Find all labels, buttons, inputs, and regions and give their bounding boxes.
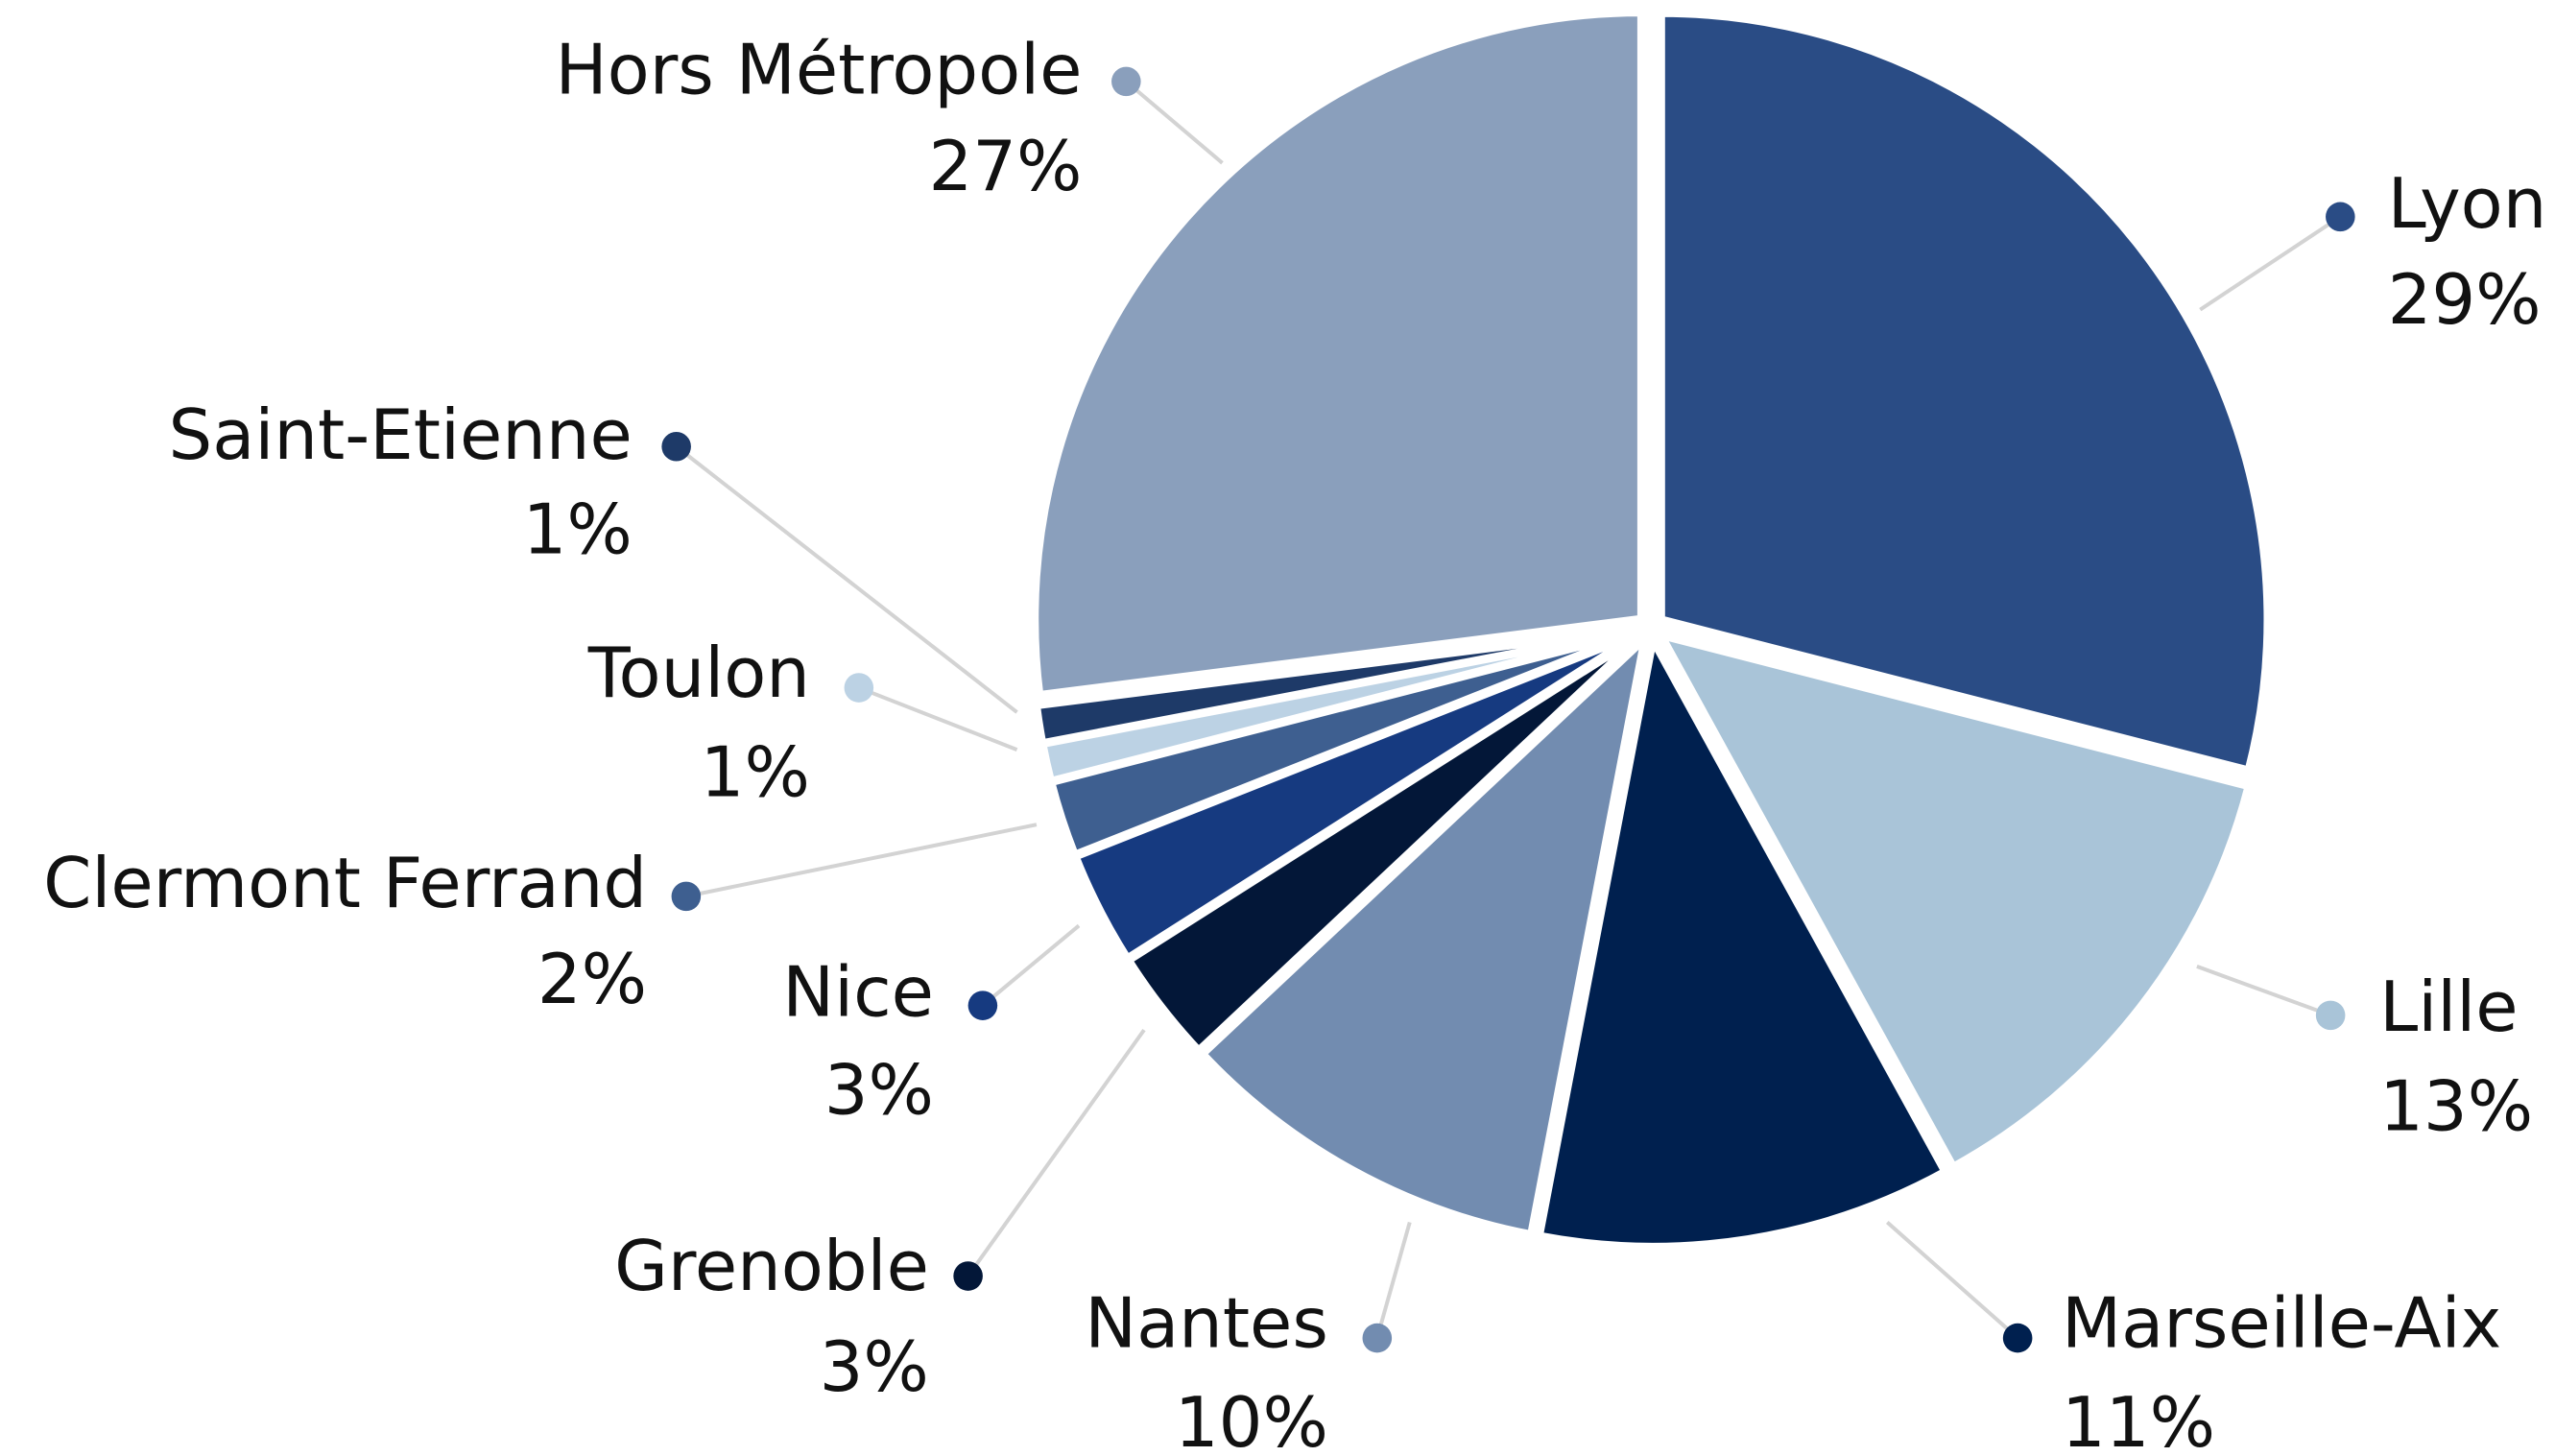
legend-dot [1362, 1323, 1393, 1353]
legend-dot [2002, 1323, 2033, 1353]
slice-value-label: 2% [537, 939, 647, 1019]
pie-slice [1032, 625, 1642, 748]
legend-dot [967, 991, 998, 1020]
legend-dot [2326, 202, 2355, 232]
leader-line [1125, 80, 1224, 165]
leader-line [1374, 1221, 1412, 1339]
leader-line [2199, 215, 2342, 312]
slice-name: Hors Métropole [556, 30, 1083, 110]
leader-line [858, 685, 1018, 752]
legend-dot [953, 1261, 983, 1291]
slice-value-label: 3% [824, 1050, 934, 1131]
slice-name: Saint-Etienne [169, 394, 633, 475]
slice-name: Clermont Ferrand [43, 843, 647, 923]
slice-value-label: 1% [701, 731, 810, 812]
slice-name: Nantes [1085, 1282, 1328, 1363]
slice-value-label: 1% [523, 489, 633, 569]
leader-line [966, 1028, 1146, 1277]
pie-slice [1031, 9, 1645, 699]
pie-slice [1199, 634, 1649, 1239]
leader-line [981, 923, 1081, 1008]
legend-dot [661, 431, 691, 462]
leader-line [2196, 965, 2331, 1017]
pie-slice [1535, 636, 1949, 1251]
legend-dot [844, 673, 874, 703]
leader-line [675, 444, 1018, 714]
slice-value-label: 3% [820, 1326, 929, 1407]
slice-value-label: 27% [928, 126, 1082, 206]
slice-name: Marseille-Aix [2062, 1282, 2501, 1363]
slice-name: Lyon [2388, 163, 2547, 244]
slice-value-label: 13% [2379, 1066, 2533, 1147]
pie-slice [1657, 9, 2272, 775]
pie-slice [1657, 632, 2253, 1171]
slice-value-label: 10% [1175, 1382, 1328, 1456]
legend-dot [1111, 66, 1141, 97]
slice-name: Lille [2379, 967, 2518, 1047]
slice-name: Toulon [587, 633, 810, 713]
slice-value-label: 11% [2062, 1382, 2215, 1456]
leader-line [1885, 1221, 2019, 1340]
slice-name: Nice [782, 952, 934, 1033]
legend-dot [671, 881, 702, 912]
slice-name: Grenoble [614, 1226, 929, 1306]
slice-value-label: 29% [2388, 259, 2542, 340]
leader-line [685, 823, 1038, 898]
legend-dot [2315, 1000, 2346, 1031]
